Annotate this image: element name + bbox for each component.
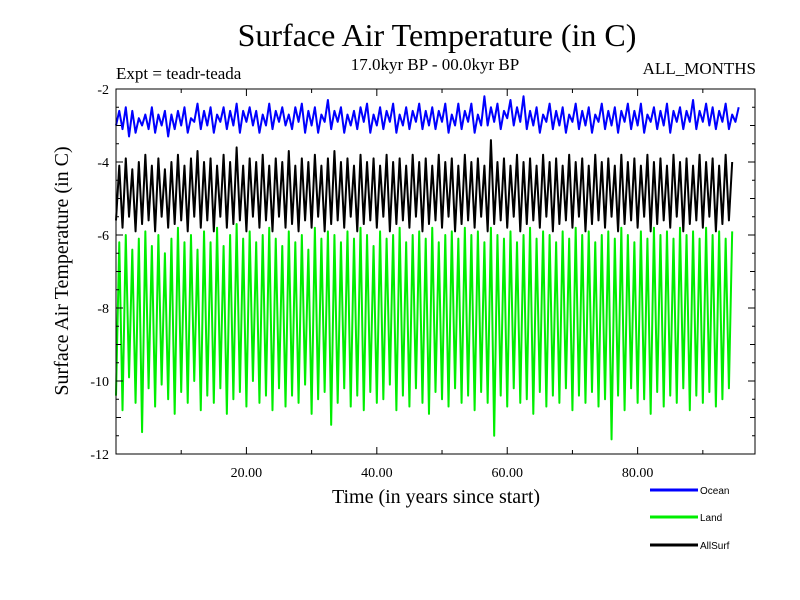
series-line-ocean <box>115 95 740 138</box>
x-tick-label: 60.00 <box>491 466 523 481</box>
time-range-label: 17.0kyr BP - 00.0kyr BP <box>351 55 519 74</box>
y-tick-label: -4 <box>97 156 109 171</box>
series-line-allsurf <box>115 139 734 233</box>
y-tick-label: -10 <box>90 375 109 390</box>
legend: Ocean Land AllSurf <box>650 486 730 552</box>
legend-label-land: Land <box>700 513 722 524</box>
tick-layer: 20.00 40.00 60.00 80.00 -12 -10 -8 -6 -4 -2 <box>90 83 755 481</box>
chart-title: Surface Air Temperature (in C) <box>238 17 637 53</box>
series-layer <box>115 95 740 441</box>
x-tick-label: 40.00 <box>361 466 393 481</box>
x-tick-label: 20.00 <box>231 466 263 481</box>
y-tick-label: -2 <box>97 83 109 98</box>
legend-label-ocean: Ocean <box>700 486 729 497</box>
legend-label-allsurf: AllSurf <box>700 541 730 552</box>
series-line-land <box>115 223 734 441</box>
experiment-label: Expt = teadr-teada <box>116 64 242 83</box>
y-tick-label: -8 <box>97 302 109 317</box>
y-tick-label: -12 <box>90 448 109 463</box>
months-label: ALL_MONTHS <box>643 59 756 78</box>
x-tick-label: 80.00 <box>622 466 654 481</box>
x-axis-label: Time (in years since start) <box>332 486 540 508</box>
y-tick-label: -6 <box>97 229 109 244</box>
y-axis-label: Surface Air Temperature (in C) <box>51 146 73 395</box>
